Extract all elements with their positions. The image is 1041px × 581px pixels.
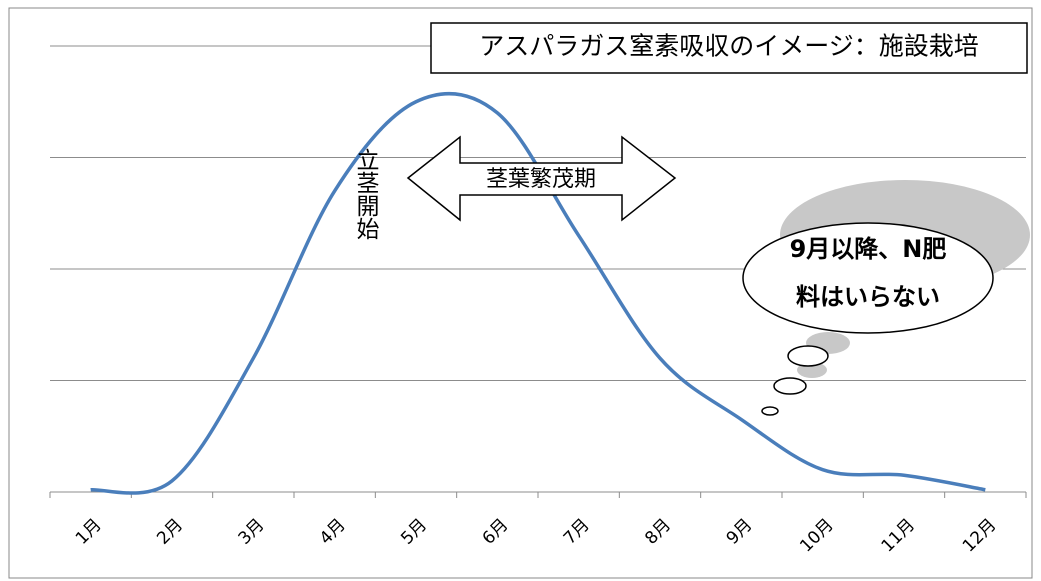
thought-bubble: 9月以降、N肥 料はいらない (742, 180, 1030, 416)
bubble-text: 9月以降、N肥 (790, 235, 947, 263)
bubble-dot (773, 377, 807, 395)
chart-title: アスパラガス窒素吸収のイメージ：施設栽培 (479, 32, 979, 61)
title-box (430, 22, 1028, 74)
period-arrow (406, 135, 677, 222)
annotation-start: 立茎開始 (352, 148, 380, 240)
bubble (742, 222, 994, 334)
annotation-period: 茎葉繁茂期 (486, 167, 596, 192)
bubble-text: 料はいらない (796, 283, 940, 311)
series-line (90, 91, 986, 495)
bubble-dot (761, 406, 779, 416)
bubble-dot (787, 345, 829, 367)
